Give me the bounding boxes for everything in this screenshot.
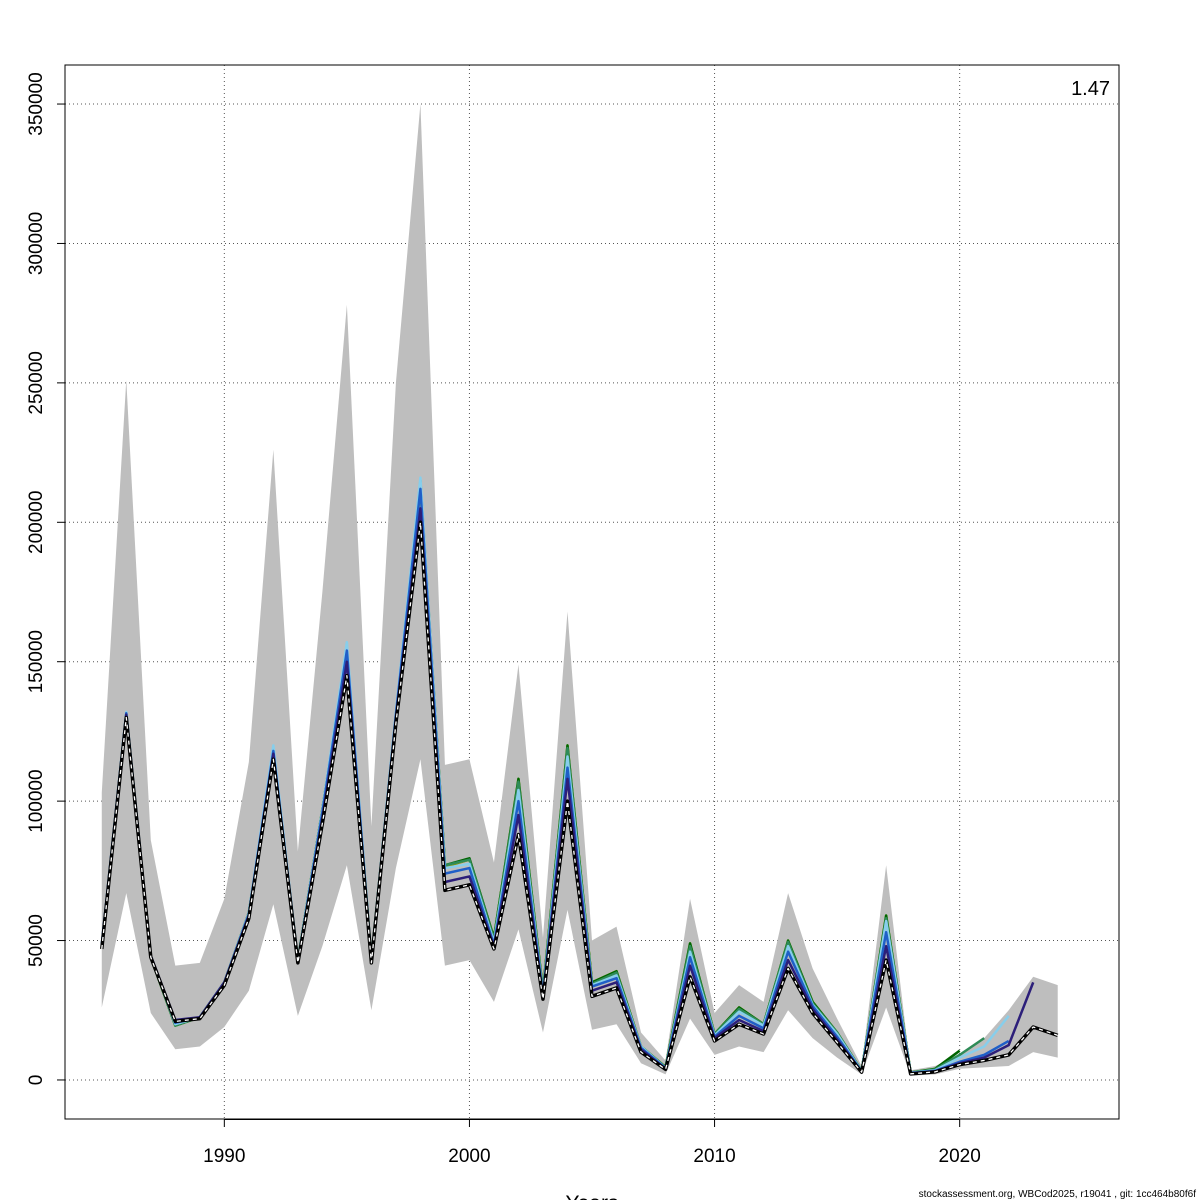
y-tick-label: 350000 xyxy=(26,72,47,135)
series-lines-layer xyxy=(100,476,1059,1076)
x-axis-title: Years xyxy=(566,1192,619,1200)
x-tick-label: 2010 xyxy=(693,1146,735,1167)
y-tick-label: 300000 xyxy=(26,212,47,275)
x-tick-label: 1990 xyxy=(203,1146,245,1167)
y-tick-label: 150000 xyxy=(26,630,47,693)
corner-value-label: 1.47 xyxy=(1071,78,1110,100)
y-tick-label: 200000 xyxy=(26,491,47,554)
confidence-band-layer xyxy=(101,104,1058,1076)
footer-credit: stockassessment.org, WBCod2025, r19041 ,… xyxy=(919,1189,1197,1200)
confidence-band xyxy=(101,104,1058,1076)
y-tick-label: 100000 xyxy=(26,769,47,832)
y-tick-label: 0 xyxy=(26,1075,47,1086)
y-tick-label: 250000 xyxy=(26,351,47,414)
x-tick-label: 2000 xyxy=(448,1146,490,1167)
x-tick-label: 2020 xyxy=(939,1146,981,1167)
axes: 1990 2000 2010 2020 0 50000 100000 150000 200000… xyxy=(26,72,981,1167)
base-series-dash xyxy=(101,521,1058,1075)
y-tick-label: 50000 xyxy=(26,914,47,967)
